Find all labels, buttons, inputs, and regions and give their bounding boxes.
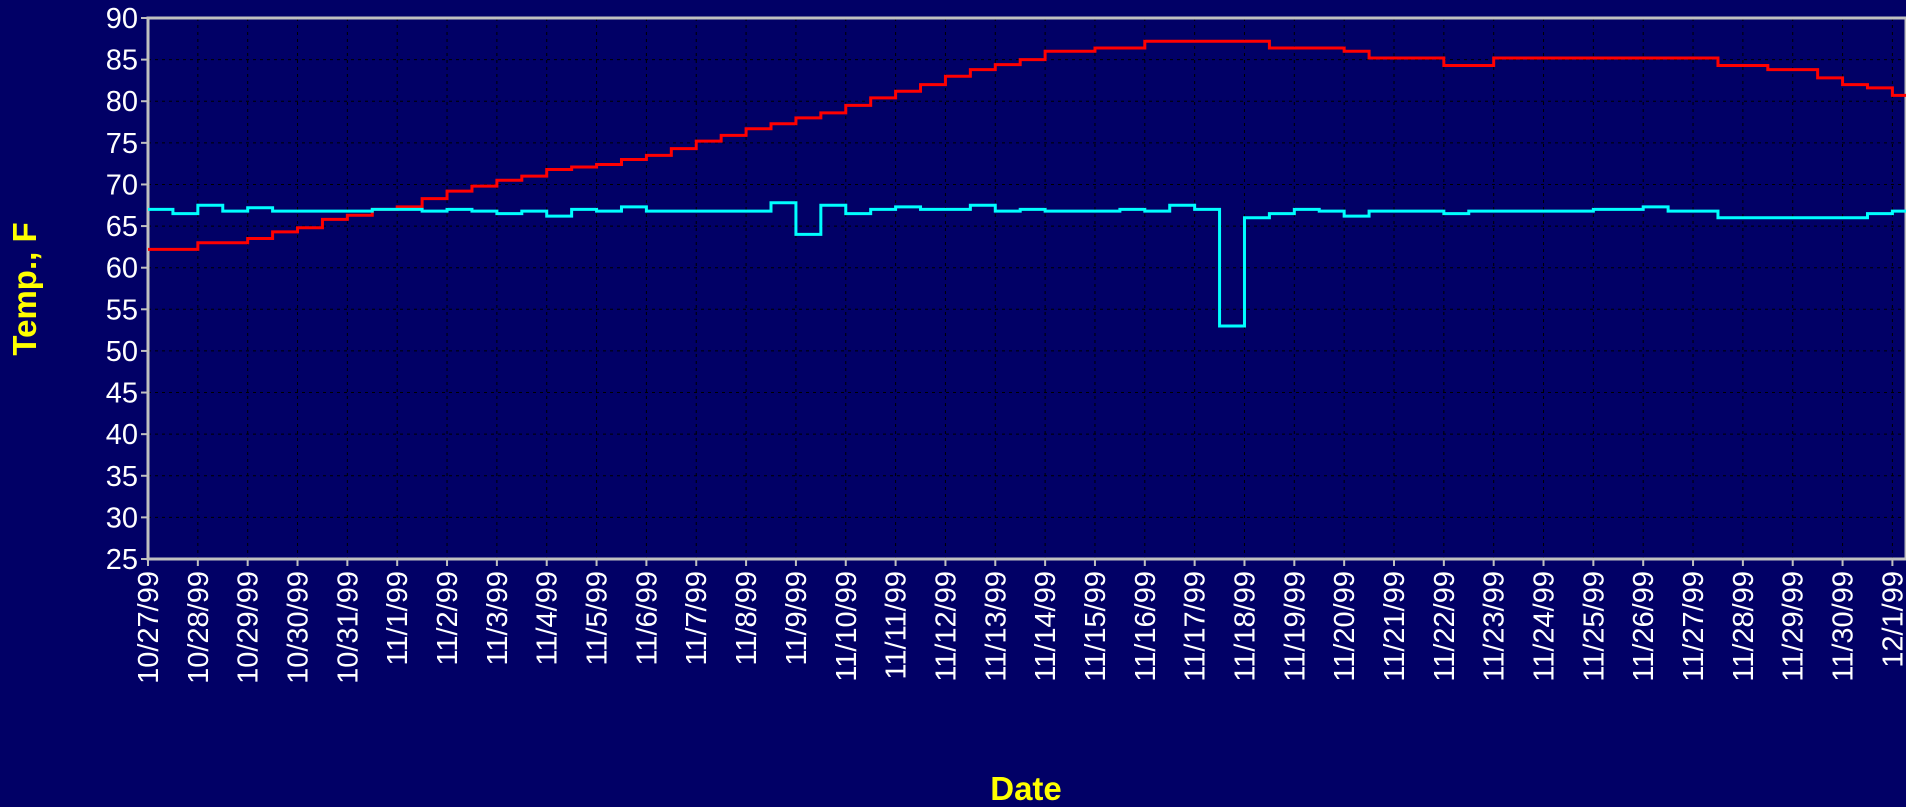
x-tick-label: 11/27/99 [1678,571,1710,682]
y-tick-label: 60 [106,253,138,285]
x-tick-label: 11/14/99 [1030,571,1062,682]
x-tick-label: 11/5/99 [582,571,614,666]
x-tick-label: 11/28/99 [1728,571,1760,682]
y-tick-label: 40 [106,419,138,451]
x-tick-label: 11/23/99 [1479,571,1511,682]
x-tick-label: 11/19/99 [1279,571,1311,682]
x-tick-label: 11/16/99 [1130,571,1162,682]
x-tick-label: 11/8/99 [731,571,763,666]
x-tick-label: 10/30/99 [283,571,315,684]
y-tick-label: 70 [106,169,138,201]
series-line [148,39,1906,251]
y-tick-label: 45 [106,378,138,410]
x-tick-label: 11/20/99 [1329,571,1361,682]
x-tick-label: 11/1/99 [382,571,414,666]
x-tick-label: 11/6/99 [631,571,663,666]
x-tick-label: 11/22/99 [1429,571,1461,682]
x-axis-title: Date [990,770,1062,807]
x-tick-label: 11/12/99 [930,571,962,682]
x-tick-label: 11/4/99 [532,571,564,666]
x-tick-label: 12/1/99 [1877,571,1906,668]
y-tick-label: 25 [106,544,138,576]
y-tick-label: 80 [106,86,138,118]
y-tick-label: 55 [106,294,138,326]
y-tick-label: 90 [106,3,138,35]
x-tick-label: 11/30/99 [1828,571,1860,682]
x-tick-label: 11/25/99 [1578,571,1610,682]
x-tick-label: 10/29/99 [233,571,265,684]
x-tick-label: 11/26/99 [1628,571,1660,682]
x-tick-label: 11/18/99 [1229,571,1261,682]
x-tick-label: 11/29/99 [1778,571,1810,682]
y-tick-label: 85 [106,45,138,77]
x-tick-label: 11/21/99 [1379,571,1411,682]
x-tick-label: 11/11/99 [881,571,913,680]
y-tick-label: 65 [106,211,138,243]
x-tick-label: 11/13/99 [980,571,1012,682]
y-axis-title: Temp., F [6,222,43,355]
x-tick-label: 11/15/99 [1080,571,1112,682]
x-tick-label: 11/7/99 [681,571,713,666]
y-tick-label: 30 [106,502,138,534]
y-tick-label: 75 [106,128,138,160]
x-tick-label: 10/27/99 [133,571,165,684]
y-tick-label: 35 [106,461,138,493]
y-tick-label: 50 [106,336,138,368]
x-tick-label: 11/10/99 [831,571,863,682]
x-tick-label: 11/9/99 [781,571,813,666]
x-tick-label: 11/2/99 [432,571,464,666]
x-tick-label: 10/31/99 [332,571,364,684]
series-line [148,201,1906,328]
x-tick-label: 11/3/99 [482,571,514,666]
x-tick-label: 11/17/99 [1180,571,1212,682]
plot-frame [146,16,1906,561]
x-tick-label: 10/28/99 [183,571,215,684]
x-tick-label: 11/24/99 [1529,571,1561,682]
